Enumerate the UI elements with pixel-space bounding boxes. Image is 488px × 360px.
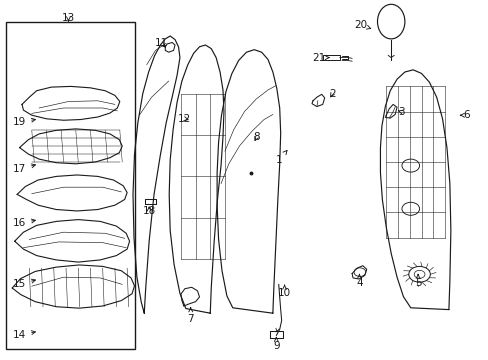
Text: 8: 8: [253, 132, 260, 142]
Text: 21: 21: [311, 53, 328, 63]
Text: 11: 11: [154, 38, 168, 48]
Text: 3: 3: [397, 107, 404, 117]
Text: 4: 4: [355, 274, 362, 288]
Text: 20: 20: [354, 20, 370, 30]
Text: 15: 15: [13, 279, 36, 289]
Text: 9: 9: [272, 337, 279, 351]
Text: 7: 7: [187, 308, 194, 324]
Text: 1: 1: [275, 150, 286, 165]
Text: 5: 5: [414, 274, 421, 288]
Text: 13: 13: [61, 13, 75, 23]
Text: 6: 6: [460, 110, 469, 120]
Text: 16: 16: [13, 218, 35, 228]
Text: 12: 12: [178, 114, 191, 124]
Text: 17: 17: [13, 164, 36, 174]
Text: 18: 18: [142, 206, 156, 216]
Text: 2: 2: [328, 89, 335, 99]
Text: 14: 14: [13, 330, 35, 340]
Text: 10: 10: [278, 285, 290, 298]
Text: 19: 19: [13, 117, 35, 127]
Bar: [6, 22, 135, 349]
